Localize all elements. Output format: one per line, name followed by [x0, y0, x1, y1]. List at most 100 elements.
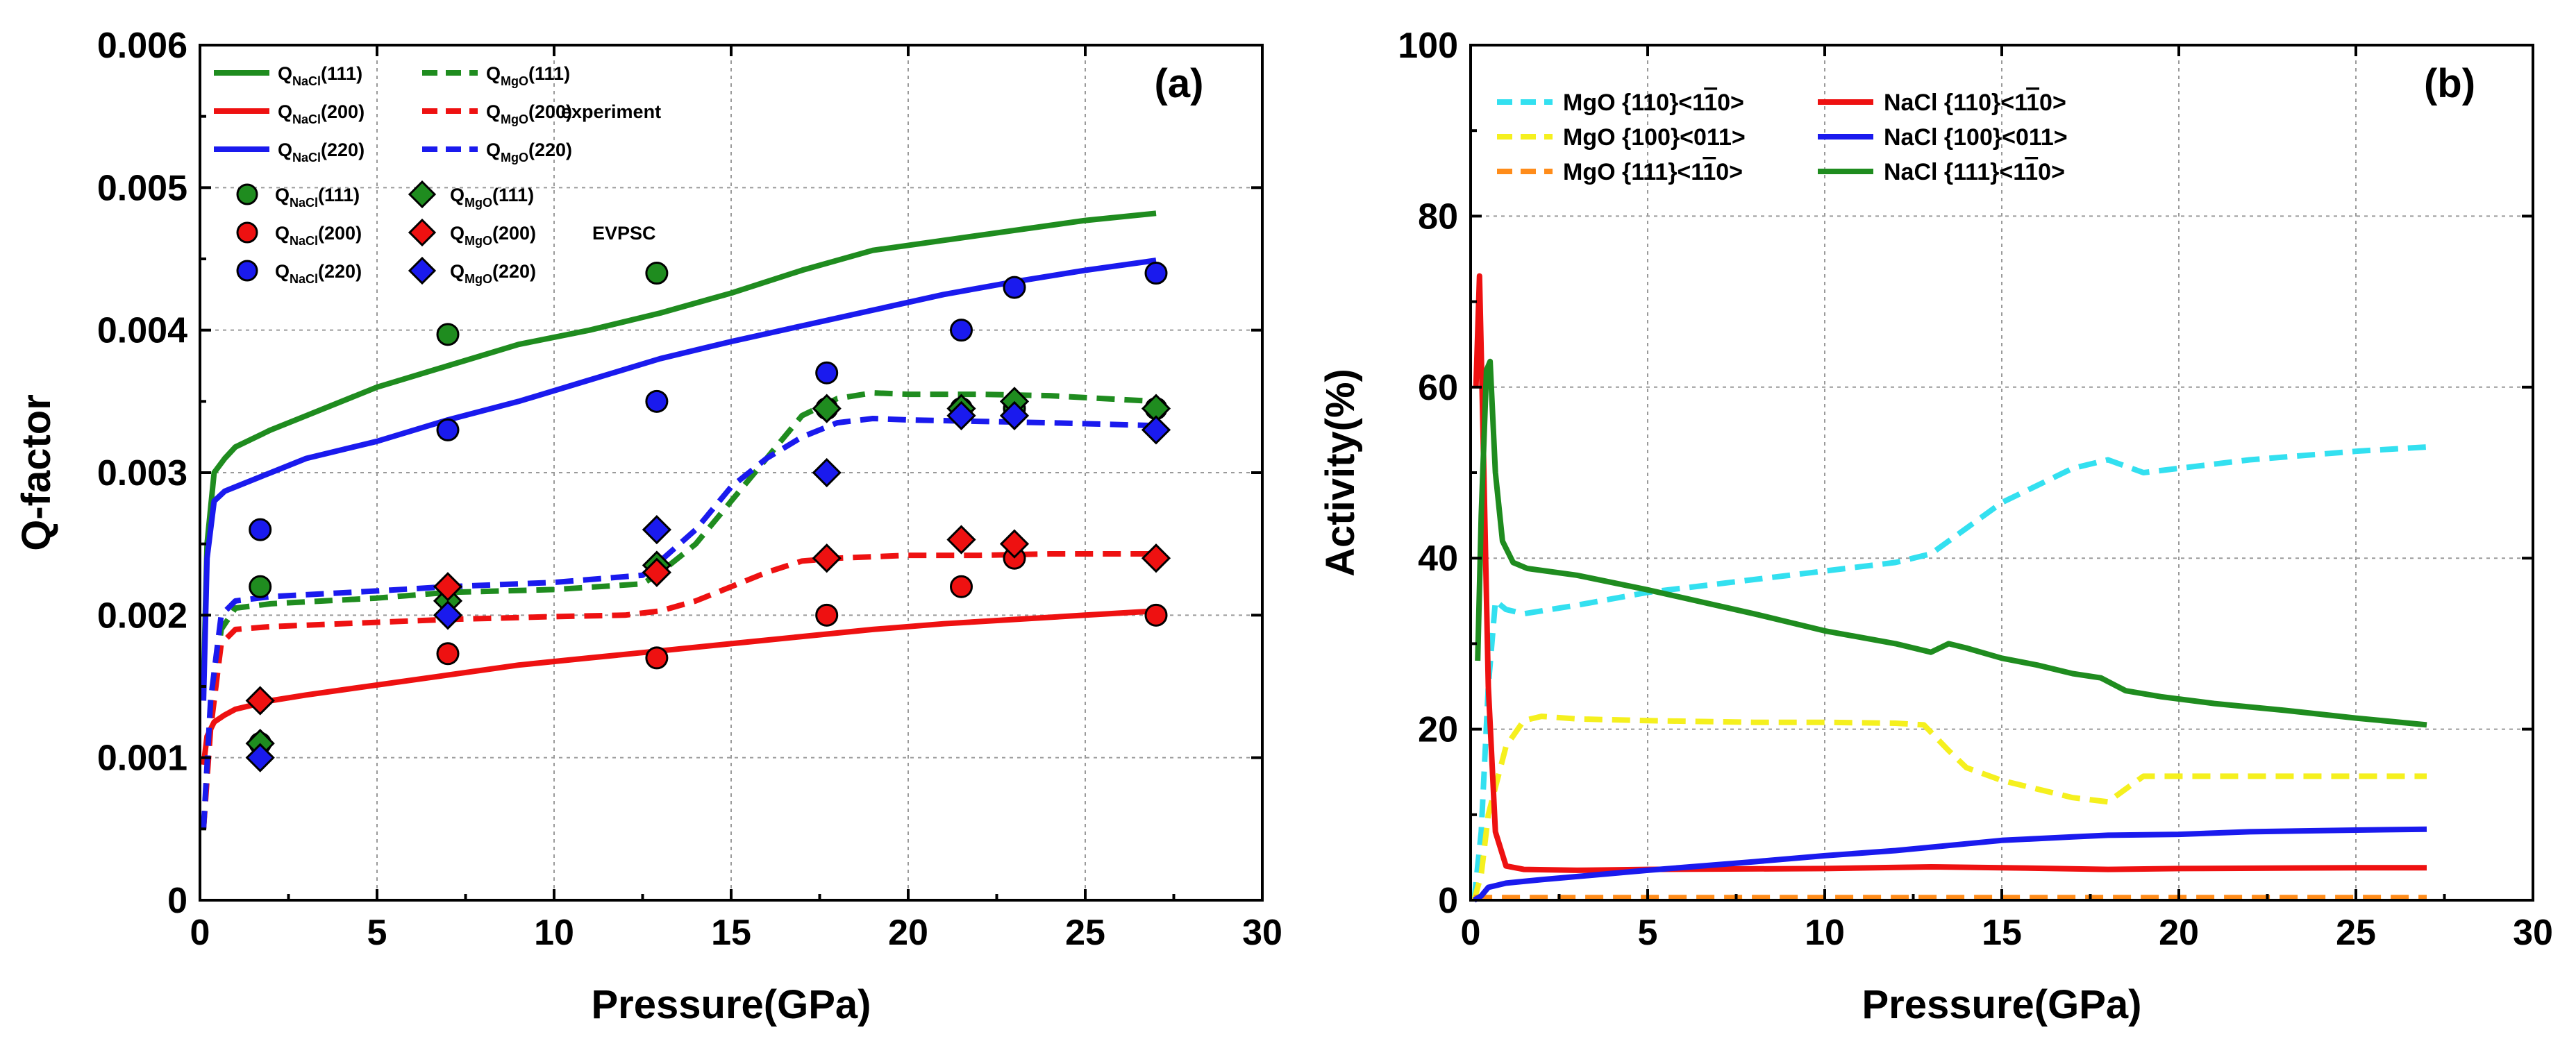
- marker-circle-2-1: [436, 418, 460, 441]
- legend-marker-label-1: QNaCl(200): [275, 223, 362, 248]
- legend-line-label-4: QMgO(200): [486, 101, 572, 126]
- legend-label-4: NaCl {100}<011>: [1884, 124, 2068, 151]
- y-tick-label: 20: [1418, 710, 1458, 750]
- y-tick-label: 0.001: [97, 738, 187, 779]
- panel-label: (a): [1155, 61, 1204, 106]
- x-tick-label: 15: [1982, 913, 2022, 953]
- legend-label-1: MgO {100}<011>: [1563, 124, 1746, 151]
- y-tick-label: 0.002: [97, 596, 187, 636]
- y-axis-title: Q-factor: [14, 394, 59, 551]
- legend-marker-swatch-3: [408, 180, 437, 209]
- marker-circle-0-2: [645, 262, 669, 285]
- x-tick-label: 5: [1638, 913, 1658, 953]
- marker-diamond-5-4: [946, 400, 976, 430]
- marker-circle-0-1: [436, 323, 460, 346]
- y-tick-label: 0.003: [97, 453, 187, 493]
- marker-circle-1-4: [950, 575, 973, 598]
- legend-marker-swatch-5: [408, 256, 437, 285]
- legend-label-2: MgO {111}<110>: [1563, 159, 1743, 185]
- marker-diamond-5-0: [245, 743, 275, 772]
- x-axis-title: Pressure(GPa): [592, 982, 871, 1027]
- marker-diamond-3-3: [812, 394, 842, 423]
- y-tick-label: 0: [167, 881, 187, 921]
- marker-diamond-4-4: [946, 525, 976, 555]
- legend-marker-swatch-2: [236, 260, 258, 282]
- marker-circle-1-3: [815, 603, 839, 627]
- x-tick-label: 15: [711, 913, 751, 953]
- series-line-1: [201, 608, 1157, 766]
- legend-label-5: NaCl {111}<110>: [1884, 159, 2065, 185]
- series-line-0: [1471, 444, 2427, 901]
- legend-line-label-5: QMgO(220): [486, 140, 572, 164]
- x-tick-label: 30: [2513, 913, 2553, 953]
- series-line-1: [1471, 713, 2427, 902]
- series-line-0: [201, 210, 1157, 687]
- y-tick-label: 0.004: [97, 311, 187, 351]
- x-axis-title: Pressure(GPa): [1862, 982, 2142, 1027]
- marker-diamond-5-6: [1141, 415, 1171, 445]
- marker-diamond-5-1: [433, 600, 463, 630]
- marker-diamond-5-3: [812, 457, 842, 488]
- x-tick-label: 20: [2159, 913, 2199, 953]
- legend-group-experiment: experiment: [561, 101, 661, 122]
- marker-diamond-4-6: [1141, 543, 1171, 573]
- marker-circle-2-4: [950, 319, 973, 342]
- series-line-4: [201, 551, 1156, 829]
- panel-a-chart: 0 5 10 15 20 25 30 0 0.001 0.002 0.003 0.004 0.005 0.…: [14, 26, 1282, 1027]
- y-tick-label: 80: [1418, 196, 1458, 237]
- legend-label-3: NaCl {110}<110>: [1884, 90, 2066, 116]
- panel-label: (b): [2424, 61, 2475, 106]
- legend-line-label-3: QMgO(111): [486, 63, 570, 88]
- x-tick-label: 30: [1242, 913, 1282, 953]
- series-line-4: [1473, 826, 2427, 903]
- series-line-3: [1473, 273, 2427, 873]
- marker-circle-2-0: [249, 518, 272, 541]
- legend-marker-label-3: QMgO(111): [450, 185, 534, 210]
- marker-diamond-5-2: [642, 515, 672, 545]
- legend-marker-label-4: QMgO(200): [450, 223, 536, 248]
- legend-group-evpsc: EVPSC: [592, 223, 656, 244]
- y-axis-title: Activity(%): [1318, 369, 1363, 577]
- legend-marker-swatch-4: [408, 218, 437, 247]
- x-tick-label: 10: [1805, 913, 1845, 953]
- x-tick-label: 25: [2336, 913, 2376, 953]
- panel-b-chart: 0 5 10 15 20 25 30 0 20 40 60 80 100 Pressure(GPa) Act…: [1318, 26, 2553, 1027]
- x-tick-label: 0: [1461, 913, 1481, 953]
- legend-label-0: MgO {110}<110>: [1563, 90, 1744, 116]
- marker-circle-2-5: [1003, 276, 1026, 299]
- marker-circle-0-0: [249, 575, 272, 598]
- x-tick-label: 0: [190, 913, 210, 953]
- marker-circle-2-6: [1144, 262, 1168, 285]
- marker-circle-2-2: [645, 389, 669, 413]
- y-tick-label: 100: [1398, 26, 1458, 66]
- y-tick-label: 0.005: [97, 168, 187, 208]
- legend-marker-label-2: QNaCl(220): [275, 261, 362, 286]
- marker-diamond-4-2: [642, 557, 672, 587]
- marker-diamond-4-0: [245, 686, 275, 716]
- x-tick-label: 10: [534, 913, 574, 953]
- legend-marker-label-0: QNaCl(111): [275, 185, 360, 210]
- y-tick-label: 40: [1418, 539, 1458, 579]
- marker-circle-1-2: [645, 646, 669, 670]
- legend-line-label-2: QNaCl(220): [278, 140, 365, 164]
- legend-marker-swatch-1: [236, 221, 258, 244]
- legend-line-label-0: QNaCl(111): [278, 63, 362, 88]
- legend-marker-label-5: QMgO(220): [450, 261, 536, 286]
- series-line-5: [1475, 358, 2427, 728]
- marker-circle-2-3: [815, 361, 839, 385]
- y-tick-label: 60: [1418, 368, 1458, 408]
- series-line-3: [201, 390, 1157, 829]
- series-line-5: [201, 416, 1157, 829]
- x-tick-label: 20: [888, 913, 928, 953]
- marker-diamond-4-5: [999, 529, 1030, 559]
- marker-diamond-4-1: [433, 572, 463, 602]
- y-tick-label: 0: [1438, 881, 1458, 921]
- series-line-2: [201, 257, 1157, 701]
- legend-marker-swatch-0: [236, 183, 258, 205]
- x-tick-label: 5: [367, 913, 387, 953]
- x-tick-label: 25: [1065, 913, 1105, 953]
- marker-circle-1-6: [1144, 603, 1168, 627]
- marker-diamond-5-5: [999, 400, 1030, 430]
- marker-diamond-4-3: [812, 543, 842, 573]
